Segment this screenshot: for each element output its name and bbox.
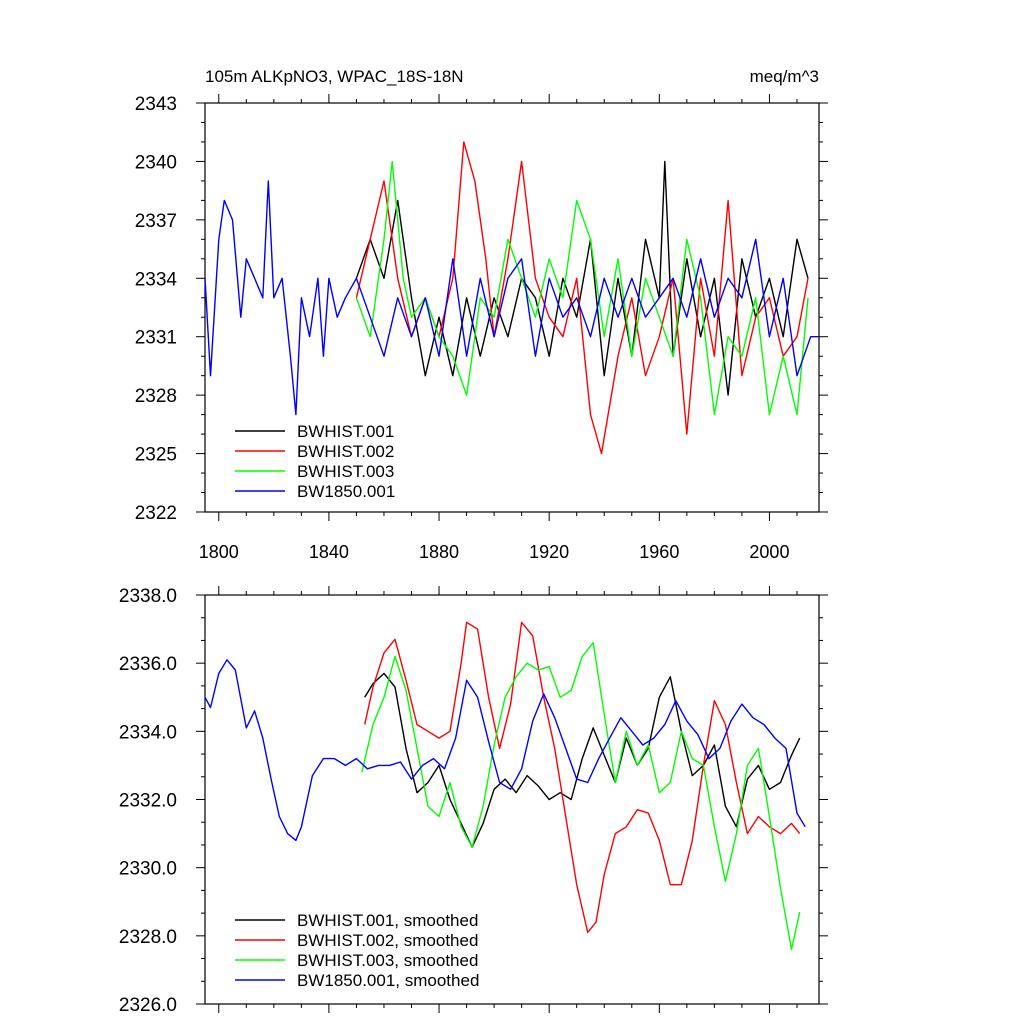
legend-label-2: BWHIST.002: [297, 442, 394, 461]
y-tick-label: 2340: [135, 152, 177, 173]
y-tick-label: 2334: [135, 269, 178, 290]
top-panel-title: 105m ALKpNO3, WPAC_18S-18N: [205, 67, 464, 86]
series-line-2: [364, 621, 801, 934]
series-line-1: [364, 672, 801, 848]
y-tick-label: 2322: [135, 503, 177, 524]
legend-label-1: BWHIST.001: [297, 422, 394, 441]
bottom-series-lines: [204, 621, 806, 951]
y-tick-label: 2328: [135, 386, 177, 407]
x-tick-label: 1880: [419, 542, 459, 562]
y-tick-label: 2330.0: [119, 859, 177, 880]
y-tick-label: 2338.0: [119, 586, 177, 607]
top-series-lines: [204, 141, 819, 455]
series-line-3: [361, 642, 801, 951]
x-tick-label: 1840: [309, 542, 349, 562]
legend-label-3: BWHIST.003: [297, 462, 394, 481]
y-tick-label: 2326.0: [119, 995, 177, 1016]
series-line-4: [204, 180, 819, 416]
y-tick-label: 2332.0: [119, 791, 177, 812]
top-plot-frame: [204, 102, 820, 513]
y-tick-label: 2343: [135, 94, 177, 115]
y-tick-label: 2334.0: [119, 722, 177, 743]
y-tick-label: 2325: [135, 445, 177, 466]
legend-label-1: BWHIST.001, smoothed: [297, 911, 478, 930]
legend-label-2: BWHIST.002, smoothed: [297, 931, 478, 950]
legend-label-3: BWHIST.003, smoothed: [297, 951, 478, 970]
series-line-4: [204, 659, 806, 842]
top-panel-units: meq/m^3: [750, 67, 819, 86]
x-tick-label: 1920: [529, 542, 569, 562]
y-tick-label: 2331: [135, 328, 177, 349]
x-tick-label: 2000: [749, 542, 789, 562]
y-tick-label: 2337: [135, 211, 177, 232]
legend-label-4: BW1850.001, smoothed: [297, 971, 479, 990]
y-tick-label: 2336.0: [119, 654, 177, 675]
x-tick-label: 1800: [199, 542, 239, 562]
legend-label-4: BW1850.001: [297, 482, 395, 501]
x-tick-label: 1960: [639, 542, 679, 562]
series-line-2: [355, 141, 809, 455]
series-line-3: [355, 160, 809, 416]
top-axis-ticks: 1800 1840 1880 1920 1960 2000 2322 2325 2328 2331…: [135, 94, 828, 562]
y-tick-label: 2328.0: [119, 927, 177, 948]
bottom-panel: 2326.0 2328.0 2330.0 2332.0 2334.0 2336.0 2338…: [119, 586, 828, 1016]
bottom-axis-ticks: 2326.0 2328.0 2330.0 2332.0 2334.0 2336.0 2338…: [119, 586, 828, 1016]
top-panel: 105m ALKpNO3, WPAC_18S-18N meq/m^3 1800 1…: [135, 67, 828, 562]
